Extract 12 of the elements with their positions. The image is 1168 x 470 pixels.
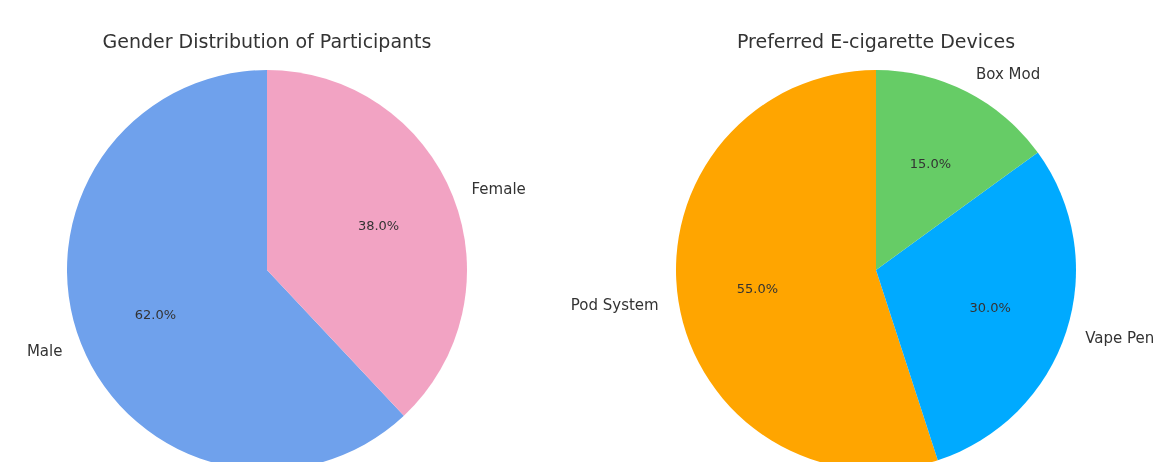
slice-label: Female [471, 180, 526, 199]
data-label: 30.0% [969, 299, 1011, 315]
slice-label: Pod System [570, 295, 659, 314]
slice-label: Box Mod [975, 65, 1041, 84]
data-label: 15.0% [909, 155, 952, 171]
data-label: 55.0% [736, 281, 779, 297]
slice-label: Male [26, 342, 63, 361]
data-label: 62.0% [134, 306, 177, 322]
data-label: 38.0% [357, 218, 400, 234]
slice-label: Vape Pen [1085, 329, 1155, 348]
chart-title: Preferred E-cigarette Devices [736, 30, 1016, 52]
chart-title: Gender Distribution of Participants [102, 30, 432, 52]
